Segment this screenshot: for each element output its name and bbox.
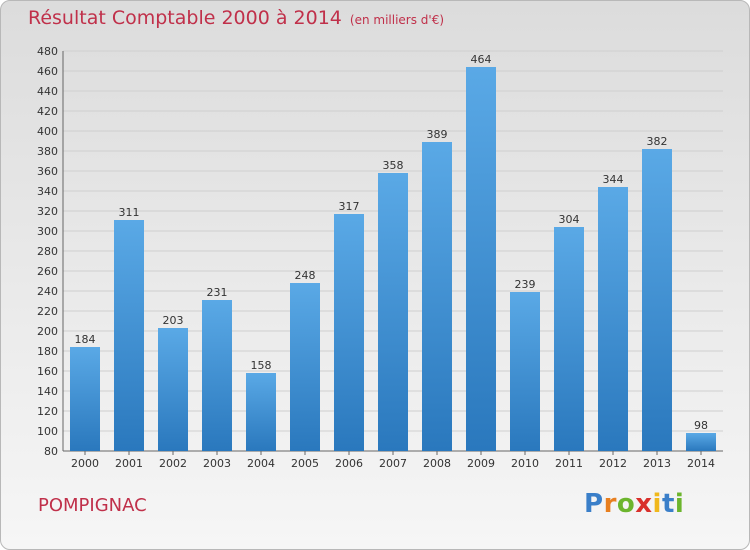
x-tick-label: 2005 — [291, 457, 319, 470]
bar — [686, 433, 716, 451]
data-label: 158 — [251, 359, 272, 372]
data-label: 344 — [603, 173, 624, 186]
y-tick-label: 460 — [37, 65, 58, 78]
data-label: 98 — [694, 419, 708, 432]
x-tick-label: 2011 — [555, 457, 583, 470]
y-tick-label: 280 — [37, 245, 58, 258]
x-tick-label: 2008 — [423, 457, 451, 470]
bar — [422, 142, 452, 451]
bar — [598, 187, 628, 451]
y-tick-label: 340 — [37, 185, 58, 198]
data-label: 317 — [339, 200, 360, 213]
y-tick-label: 160 — [37, 365, 58, 378]
y-tick-label: 380 — [37, 145, 58, 158]
y-tick-label: 180 — [37, 345, 58, 358]
y-tick-label: 300 — [37, 225, 58, 238]
data-label: 382 — [647, 135, 668, 148]
x-tick-label: 2007 — [379, 457, 407, 470]
data-label: 239 — [515, 278, 536, 291]
bar — [466, 67, 496, 451]
town-name: POMPIGNAC — [38, 495, 147, 516]
y-tick-label: 240 — [37, 285, 58, 298]
chart-title-text: Résultat Comptable 2000 à 2014 — [28, 7, 342, 29]
data-label: 304 — [559, 213, 580, 226]
x-tick-label: 2010 — [511, 457, 539, 470]
chart-title: Résultat Comptable 2000 à 2014 (en millie… — [28, 7, 444, 29]
x-tick-label: 2000 — [71, 457, 99, 470]
y-tick-label: 260 — [37, 265, 58, 278]
x-tick-label: 2002 — [159, 457, 187, 470]
chart-subtitle: (en milliers d'€) — [349, 13, 445, 27]
bar — [202, 300, 232, 451]
y-tick-label: 360 — [37, 165, 58, 178]
y-tick-label: 440 — [37, 85, 58, 98]
bar — [114, 220, 144, 451]
data-label: 248 — [295, 269, 316, 282]
y-tick-label: 120 — [37, 405, 58, 418]
x-tick-label: 2013 — [643, 457, 671, 470]
data-label: 203 — [163, 314, 184, 327]
x-tick-label: 2001 — [115, 457, 143, 470]
y-tick-label: 480 — [37, 45, 58, 58]
y-tick-label: 220 — [37, 305, 58, 318]
x-tick-label: 2009 — [467, 457, 495, 470]
bar — [642, 149, 672, 451]
data-label: 464 — [471, 53, 492, 66]
y-tick-label: 320 — [37, 205, 58, 218]
data-label: 389 — [427, 128, 448, 141]
bar — [246, 373, 276, 451]
x-tick-label: 2012 — [599, 457, 627, 470]
y-tick-label: 140 — [37, 385, 58, 398]
x-tick-label: 2004 — [247, 457, 275, 470]
bar — [158, 328, 188, 451]
y-tick-label: 80 — [44, 445, 58, 458]
bar — [378, 173, 408, 451]
x-tick-label: 2014 — [687, 457, 715, 470]
x-tick-label: 2006 — [335, 457, 363, 470]
x-tick-label: 2003 — [203, 457, 231, 470]
proxiti-logo: Proxiti — [584, 489, 685, 519]
bar — [70, 347, 100, 451]
bar — [554, 227, 584, 451]
y-tick-label: 400 — [37, 125, 58, 138]
data-label: 184 — [75, 333, 96, 346]
y-tick-label: 200 — [37, 325, 58, 338]
y-tick-label: 420 — [37, 105, 58, 118]
data-label: 311 — [119, 206, 140, 219]
bar — [510, 292, 540, 451]
data-label: 231 — [207, 286, 228, 299]
bar — [290, 283, 320, 451]
y-tick-label: 100 — [37, 425, 58, 438]
data-label: 358 — [383, 159, 404, 172]
bar — [334, 214, 364, 451]
